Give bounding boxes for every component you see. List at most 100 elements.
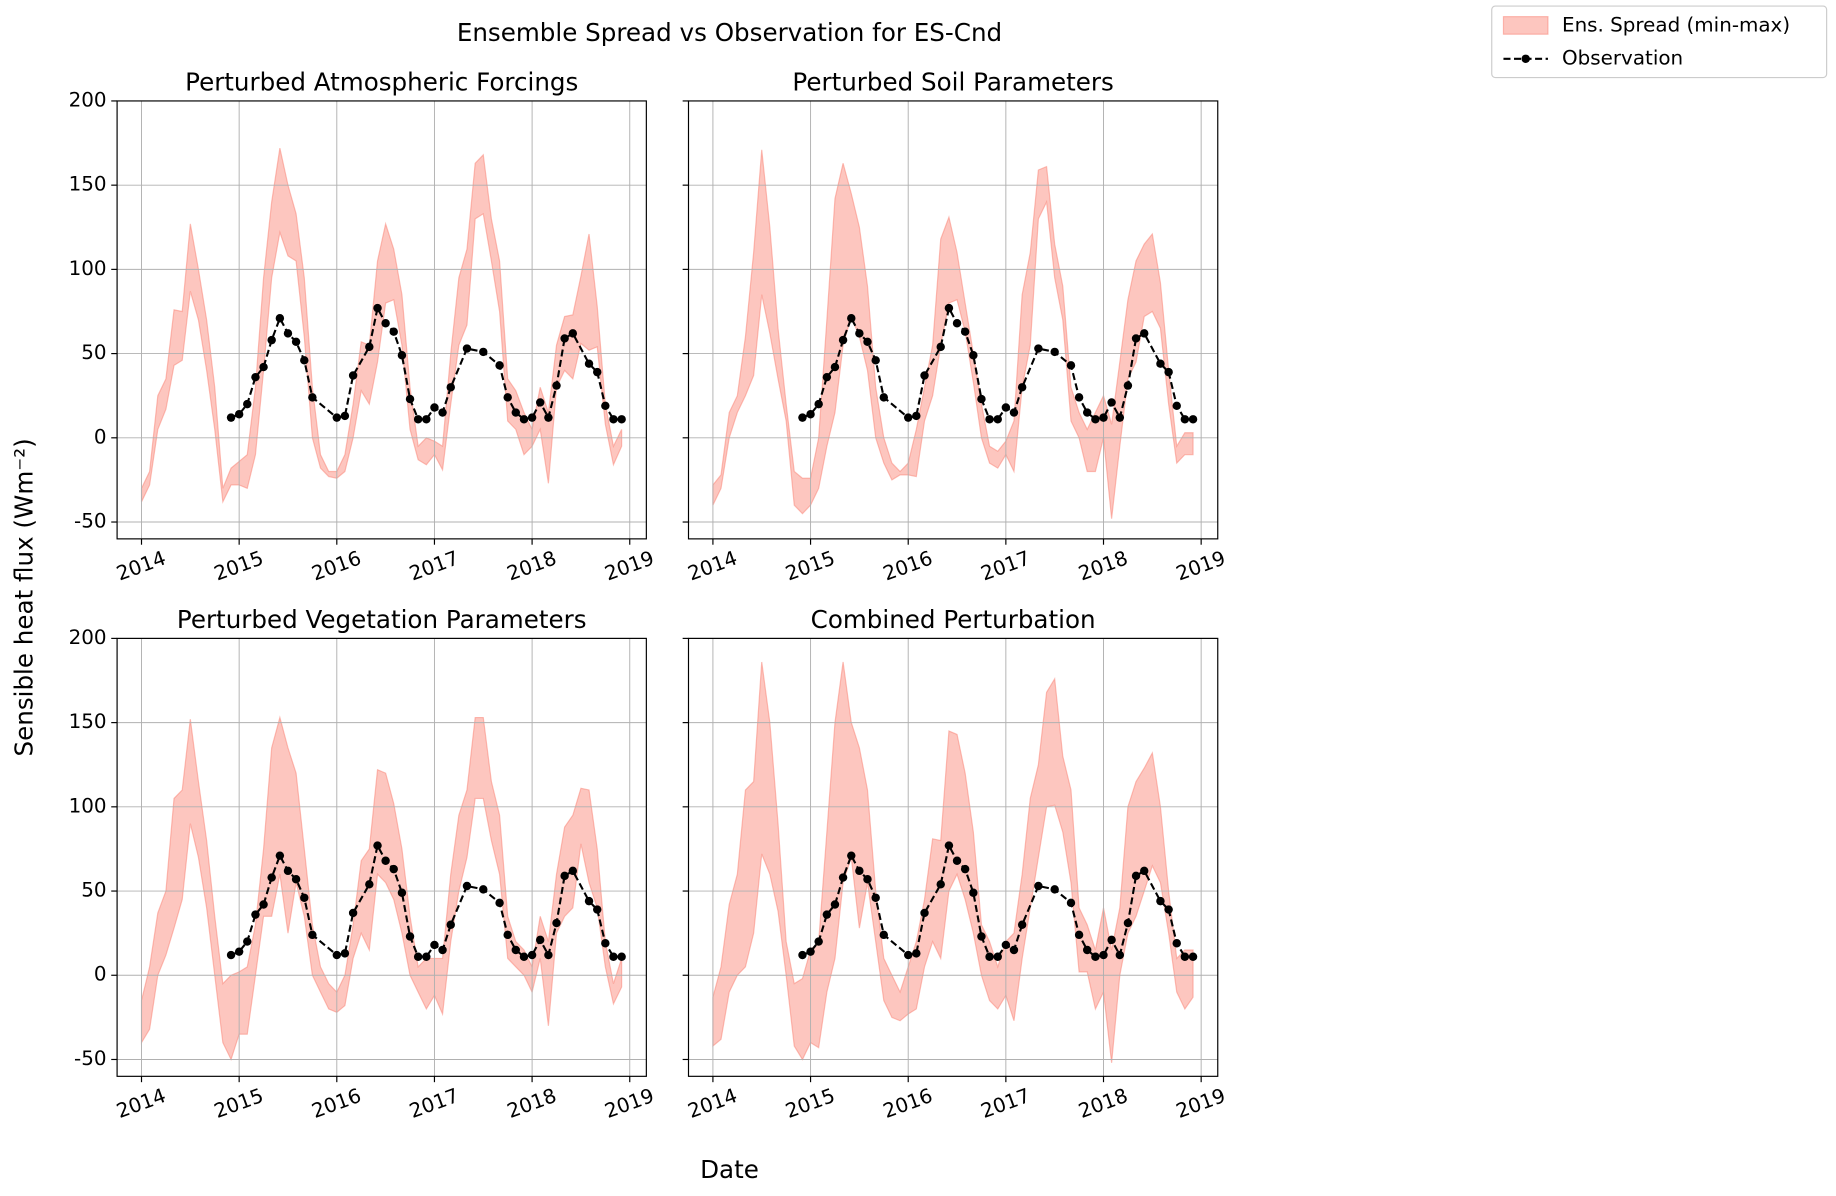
observation-point (1017, 383, 1027, 392)
x-tick-label: 2015 (782, 1084, 837, 1123)
observation-point (340, 949, 350, 958)
observation-point (609, 952, 618, 961)
observation-point (814, 937, 823, 946)
observation-point (365, 880, 374, 889)
observation-point (283, 866, 293, 876)
observation-point (1188, 415, 1198, 424)
observation-point (1172, 401, 1181, 411)
observation-point (830, 900, 840, 909)
observation-point (1164, 367, 1173, 377)
observation-point (381, 856, 390, 865)
observation-point (234, 410, 244, 419)
y-tick-label: 0 (94, 963, 107, 986)
observation-point (617, 415, 626, 424)
observation-point (535, 398, 545, 407)
observation-point (847, 851, 856, 860)
observation-point (855, 329, 864, 338)
spread-band (140, 715, 623, 1062)
observation-point (251, 910, 260, 919)
x-tick-label: 2018 (1075, 547, 1130, 586)
observation-point (1123, 918, 1133, 928)
x-tick-label: 2017 (978, 1084, 1033, 1123)
observation-point (1156, 359, 1165, 368)
observation-point (291, 875, 301, 884)
observation-point (1082, 945, 1092, 955)
y-tick-label: 100 (69, 794, 107, 817)
observation-point (568, 866, 578, 876)
x-axis-label: Date (700, 1155, 759, 1184)
observation-point (847, 314, 856, 323)
observation-point (1140, 866, 1149, 876)
x-tick-label: 2019 (602, 547, 657, 586)
observation-point (479, 885, 488, 894)
observation-point (936, 880, 945, 889)
subplot: Perturbed Soil Parameters 2014 2015 2016 201… (682, 67, 1229, 586)
observation-point (275, 851, 285, 860)
observation-point (838, 335, 848, 345)
subplot: Perturbed Vegetation Parameters 2014 2015 2… (69, 605, 658, 1123)
observation-point (1074, 930, 1084, 940)
observation-point (830, 362, 840, 372)
observation-point (511, 945, 521, 955)
observation-point (912, 949, 921, 958)
x-tick-label: 2016 (880, 1084, 935, 1123)
legend-frame (1491, 5, 1828, 79)
observation-point (397, 888, 407, 897)
observation-point (814, 399, 823, 409)
observation-point (969, 888, 978, 897)
y-tick-label: 200 (69, 88, 107, 111)
observation-point (1140, 329, 1149, 338)
x-tick-label: 2017 (978, 547, 1033, 586)
observation-point (462, 881, 472, 891)
observation-point (243, 399, 252, 409)
observation-point (389, 327, 398, 336)
observation-point (879, 393, 889, 402)
observation-point (1066, 898, 1076, 908)
subplot-title: Perturbed Vegetation Parameters (177, 605, 587, 634)
observation-point (617, 952, 626, 961)
observation-point (903, 413, 913, 422)
observation-point (1009, 945, 1019, 955)
x-tick-label: 2015 (211, 1084, 266, 1123)
observation-point (422, 415, 431, 424)
observation-point (511, 408, 521, 417)
x-tick-label: 2016 (309, 1084, 364, 1123)
observation-point (584, 359, 594, 368)
observation-point (985, 952, 994, 961)
observation-point (1123, 381, 1133, 390)
observation-point (1082, 408, 1092, 417)
y-axis-label: Sensible heat flux (Wm⁻²) (10, 438, 39, 756)
observation-point (527, 413, 537, 422)
observation-point (798, 413, 807, 422)
observation-point (243, 937, 252, 946)
observation-point (838, 873, 848, 882)
y-tick-label: 150 (69, 173, 107, 196)
observation-point (1131, 334, 1141, 343)
y-tick-label: 0 (94, 425, 107, 448)
observation-point (969, 351, 978, 360)
observation-point (381, 319, 390, 328)
observation-point (920, 908, 929, 918)
observation-point (952, 319, 962, 328)
observation-point (291, 337, 301, 347)
observation-point (1107, 398, 1116, 407)
observation-point (822, 372, 832, 382)
observation-point (1066, 361, 1076, 370)
observation-point (405, 394, 415, 404)
observation-point (503, 393, 512, 402)
observation-point (405, 932, 415, 941)
observation-point (389, 864, 398, 874)
observation-point (300, 893, 309, 902)
observation-point (1115, 413, 1125, 422)
observation-point (365, 342, 374, 352)
observation-point (977, 932, 986, 941)
observation-point (462, 344, 472, 353)
observation-point (438, 945, 447, 955)
observation-point (1164, 905, 1173, 914)
observation-point (871, 893, 880, 902)
observation-point (544, 950, 553, 960)
axes-frame (687, 100, 1219, 540)
observation-point (535, 935, 545, 945)
subplot: Perturbed Atmospheric Forcings 2014 2015 20… (69, 67, 658, 585)
